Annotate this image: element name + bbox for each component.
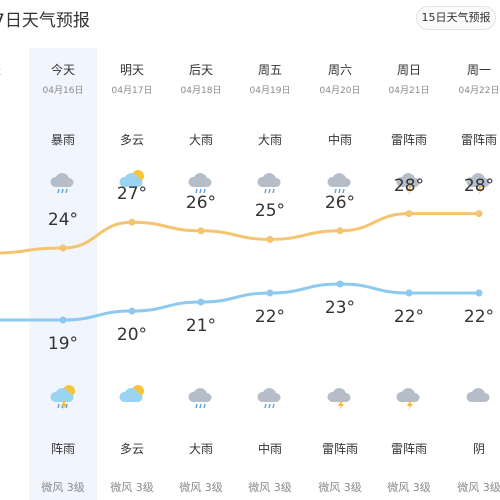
high-temp-label: 24° xyxy=(47,210,79,230)
low-temp-point xyxy=(59,316,67,324)
wind-label: 微风 3级 xyxy=(41,481,85,494)
day-date: 04月21日 xyxy=(388,86,430,96)
rain-icon xyxy=(325,166,355,196)
day-date: 04月20日 xyxy=(319,86,361,96)
low-temp-label: 19° xyxy=(47,334,79,354)
day-name: 天 xyxy=(0,61,30,78)
rain-icon xyxy=(255,381,285,411)
high-temp-label: 26° xyxy=(324,192,356,213)
weather-night-label: 多云 xyxy=(119,442,144,456)
day-column: 周六 04月20日中雨 26° 23° 雷阵雨微风 3级 xyxy=(305,48,375,500)
thunder-rain-night-icon xyxy=(48,381,78,411)
thunderstorm-icon xyxy=(394,381,424,411)
high-temp-label: 28° xyxy=(463,175,495,196)
weather-day-label: 中雨 xyxy=(327,133,352,147)
high-temp-label: 26° xyxy=(185,192,217,213)
day-name: 周日 xyxy=(396,63,421,77)
low-temp-point xyxy=(336,280,344,288)
partly-cloudy-icon xyxy=(117,166,147,196)
low-temp-line xyxy=(0,282,479,322)
low-temp-label: 21° xyxy=(185,316,217,336)
low-temp-point xyxy=(266,289,274,297)
day-date: 04月18日 xyxy=(180,86,222,96)
thunderstorm-icon xyxy=(325,381,355,411)
day-date: 04月16日 xyxy=(42,86,84,96)
day-column: 天5 xyxy=(0,48,30,500)
today-highlight xyxy=(29,48,97,500)
high-temp-label: 28° xyxy=(393,175,425,196)
weather-day-label: 大雨 xyxy=(188,133,213,147)
day-date: 04月17日 xyxy=(111,86,153,96)
high-temp-line xyxy=(0,212,479,255)
cloudy-night-icon xyxy=(117,381,147,411)
wind-label: 微风 3级 xyxy=(387,481,431,494)
weather-night-label: 阴 xyxy=(472,442,485,456)
low-temp-label: 20° xyxy=(116,325,148,345)
low-temp-label: 23° xyxy=(324,298,356,318)
low-temp-point xyxy=(197,298,205,306)
low-temp-label: 22° xyxy=(393,307,425,327)
day-name: 后天 xyxy=(188,63,213,77)
15-day-forecast-button[interactable]: 15日天气预报 xyxy=(416,6,496,30)
day-column: 明天 04月17日多云 27° 20° 多云微风 3级 xyxy=(97,48,167,500)
thunderstorm-icon xyxy=(464,166,494,196)
high-temp-point xyxy=(59,244,67,252)
wind-label: 微风 3级 xyxy=(248,481,292,494)
low-temp-point xyxy=(475,289,483,297)
day-column: 周五 04月19日大雨 25° 22° 中雨微风 3级 xyxy=(235,48,305,500)
day-name: 周六 xyxy=(327,63,352,77)
high-temp-point xyxy=(405,210,413,218)
high-temp-label: 27° xyxy=(116,184,148,205)
weather-night-label: 雷阵雨 xyxy=(321,442,358,456)
weather-day-label: 多云 xyxy=(119,133,144,147)
day-column: 周日 04月21日雷阵雨 28° 22° 雷阵雨微风 3级 xyxy=(374,48,444,500)
weather-day-label: 大雨 xyxy=(257,133,282,147)
high-temp-point xyxy=(336,227,344,235)
rain-icon xyxy=(186,381,216,411)
high-temp-point xyxy=(266,235,274,243)
day-column: 后天 04月18日大雨 26° 21° 大雨微风 3级 xyxy=(166,48,236,500)
weather-day-label: 暴雨 xyxy=(50,133,75,147)
low-temp-point xyxy=(405,289,413,297)
day-column: 周一 04月22日雷阵雨 28° 22° 阴微风 3级 xyxy=(444,48,500,500)
day-column: 今天 04月16日暴雨 24° 19° 阵雨微风 3级 xyxy=(28,48,98,500)
page-title: 7日天气预报 xyxy=(0,11,90,31)
cloud-icon xyxy=(464,381,494,411)
wind-label: 微风 3级 xyxy=(179,481,223,494)
weather-night-label: 阵雨 xyxy=(50,442,75,456)
day-name: 今天 xyxy=(50,63,75,77)
day-name: 明天 xyxy=(119,63,144,77)
day-date: 04月22日 xyxy=(458,86,500,96)
high-temp-label: 25° xyxy=(254,201,286,222)
weather-day-label: 雷阵雨 xyxy=(390,133,427,147)
rain-icon xyxy=(186,166,216,196)
weather-day-label: 雷阵雨 xyxy=(460,133,497,147)
low-temp-label: 22° xyxy=(463,307,495,327)
wind-label: 微风 3级 xyxy=(318,481,362,494)
wind-label: 微风 3级 xyxy=(457,481,500,494)
high-temp-point xyxy=(197,227,205,235)
weather-night-label: 大雨 xyxy=(188,442,213,456)
thunderstorm-icon xyxy=(394,166,424,196)
low-temp-label: 22° xyxy=(254,307,286,327)
wind-label: 微风 3级 xyxy=(110,481,154,494)
rain-icon xyxy=(255,166,285,196)
day-date: 04月19日 xyxy=(249,86,291,96)
high-temp-point xyxy=(475,210,483,218)
high-temp-point xyxy=(128,218,136,226)
weather-night-label: 中雨 xyxy=(257,442,282,456)
weather-night-label: 雷阵雨 xyxy=(390,442,427,456)
low-temp-point xyxy=(128,307,136,315)
heavy-rain-icon xyxy=(48,166,78,196)
day-name: 周一 xyxy=(466,63,491,77)
day-name: 周五 xyxy=(257,63,282,77)
